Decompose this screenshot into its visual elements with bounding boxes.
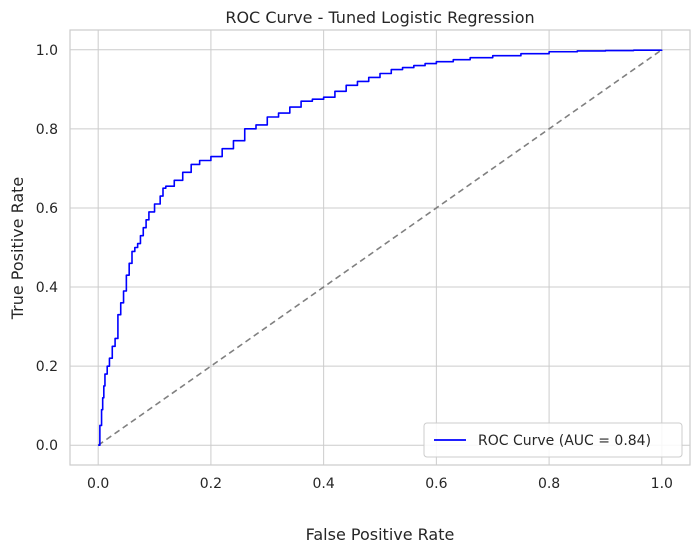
diagonal-reference-line <box>97 49 663 446</box>
y-tick-label: 0.8 <box>36 122 58 138</box>
y-tick-label: 0.0 <box>36 438 58 454</box>
x-tick-label: 0.8 <box>538 476 560 492</box>
x-tick-label: 0.4 <box>313 476 335 492</box>
series-layer <box>97 49 663 447</box>
plot-frame <box>69 29 691 466</box>
y-tick-label: 1.0 <box>36 43 58 59</box>
chart-title: ROC Curve - Tuned Logistic Regression <box>225 8 534 27</box>
x-tick-label: 0.2 <box>200 476 222 492</box>
y-tick-label: 0.2 <box>36 359 58 375</box>
y-tick-label: 0.4 <box>36 280 58 296</box>
legend: ROC Curve (AUC = 0.84) <box>423 422 683 458</box>
y-tick-labels: 0.0 0.2 0.4 0.6 0.8 1.0 <box>36 43 58 454</box>
x-tick-label: 0.6 <box>425 476 447 492</box>
x-tick-label: 1.0 <box>651 476 673 492</box>
x-tick-label: 0.0 <box>87 476 109 492</box>
legend-box <box>423 422 683 458</box>
y-axis-label: True Positive Rate <box>8 177 27 321</box>
roc-curve-line <box>98 49 663 447</box>
legend-label: ROC Curve (AUC = 0.84) <box>478 433 651 449</box>
y-tick-label: 0.6 <box>36 201 58 217</box>
grid <box>70 30 690 465</box>
x-tick-labels: 0.0 0.2 0.4 0.6 0.8 1.0 <box>87 476 673 492</box>
x-axis-label: False Positive Rate <box>306 525 455 544</box>
